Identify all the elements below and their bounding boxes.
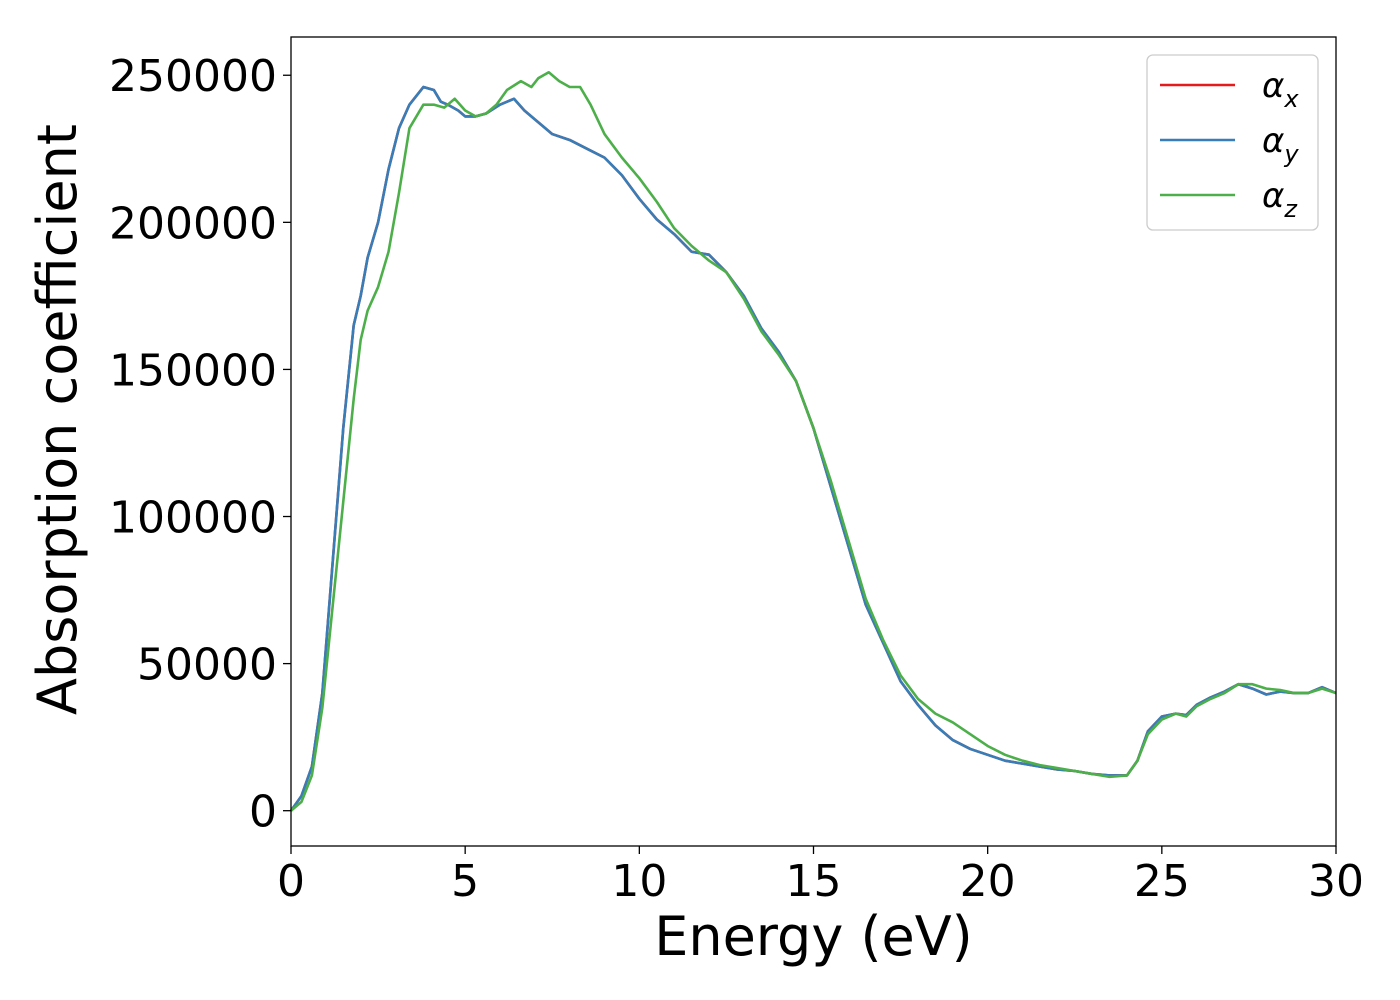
- x-tick-label: 25: [1134, 856, 1190, 907]
- series-line-z: [290, 71, 1337, 812]
- x-tick-label: 0: [277, 856, 305, 907]
- x-tick-label: 30: [1308, 856, 1364, 907]
- series-layer: [289, 71, 1337, 812]
- legend-label-subscript: z: [1283, 195, 1298, 223]
- x-tick-label: 10: [611, 856, 667, 907]
- legend-label-subscript: y: [1283, 140, 1299, 168]
- y-axis-title: Absorption coefficient: [26, 124, 89, 715]
- y-tick-label: 100000: [109, 493, 277, 544]
- x-axis: 0 5 10 15 20 25 30: [277, 846, 1364, 907]
- legend-label-base: α: [1262, 176, 1284, 216]
- y-tick-label: 0: [249, 787, 277, 838]
- legend-box: [1146, 54, 1319, 231]
- y-tick-label: 250000: [109, 51, 277, 102]
- y-tick-label: 150000: [109, 345, 277, 396]
- legend-label-y: αy: [1262, 121, 1299, 168]
- y-tick-label: 50000: [137, 640, 277, 691]
- legend-label-base: α: [1262, 121, 1284, 161]
- x-tick-label: 15: [786, 856, 842, 907]
- legend-label-base: α: [1262, 66, 1284, 106]
- legend-label-z: αz: [1262, 176, 1298, 223]
- legend-label-x: αx: [1262, 66, 1299, 113]
- x-tick-label: 5: [451, 856, 479, 907]
- y-tick-label: 200000: [109, 198, 277, 249]
- legend-label-subscript: x: [1283, 85, 1299, 113]
- y-axis: 0 50000 100000 150000 200000 250000: [109, 51, 291, 838]
- x-tick-label: 20: [960, 856, 1016, 907]
- x-axis-title: Energy (eV): [654, 905, 973, 968]
